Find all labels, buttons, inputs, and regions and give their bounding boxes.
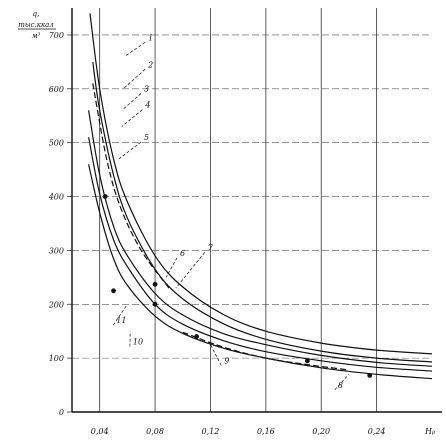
curve-label-1: 1 (148, 33, 153, 42)
data-point-3 (111, 288, 116, 294)
leader-7 (175, 252, 205, 289)
curve-2 (92, 61, 433, 363)
y-tick-label-0: 0 (59, 408, 64, 417)
leader-4 (121, 109, 143, 127)
y-tick-label-6: 600 (49, 85, 64, 94)
leader-1 (124, 42, 146, 57)
curve-label-4: 4 (144, 101, 150, 110)
curve-5 (88, 164, 433, 380)
curve-label-7: 7 (208, 243, 214, 252)
markers (102, 194, 373, 378)
grid (67, 8, 442, 413)
leader-11 (113, 304, 128, 326)
curve-label-11: 11 (116, 316, 126, 325)
data-point-4 (194, 334, 200, 339)
curve-1 (89, 13, 433, 355)
curve-4 (88, 137, 433, 372)
data-point-6 (304, 358, 310, 364)
y-tick-label-3: 300 (49, 246, 64, 255)
curve-label-3: 3 (144, 84, 149, 93)
curve-label-2: 2 (147, 60, 153, 69)
curve-3 (88, 110, 433, 367)
x-tick-label-2: 0,12 (202, 427, 220, 436)
y-tick-label-5: 500 (49, 139, 64, 148)
y-tick-label-1: 100 (49, 354, 64, 363)
dashed-curve-lower (182, 331, 349, 371)
x-tick-label-1: 0,08 (146, 427, 164, 436)
leader-8 (334, 374, 350, 390)
y-tick-label-4: 400 (48, 193, 64, 202)
leader-9 (210, 344, 222, 366)
y-axis-label-unit-bottom: м³ (32, 32, 41, 40)
x-tick-label-3: 0,16 (257, 427, 275, 436)
dashed-curve-upper (92, 83, 170, 289)
curve-label-10: 10 (133, 338, 143, 347)
curves (88, 13, 433, 380)
data-point-0 (102, 194, 108, 199)
leader-6 (165, 257, 178, 278)
curve-label-6: 6 (180, 249, 185, 258)
leader-5 (118, 141, 142, 160)
leader-2 (122, 68, 146, 90)
leader-3 (121, 93, 142, 111)
curve-label-8: 8 (338, 381, 343, 390)
x-tick-label-0: 0,04 (91, 427, 109, 436)
y-axis-label-symbol: q, (33, 10, 40, 18)
x-axis-label: Hᵦ (424, 427, 435, 436)
curve-label-9: 9 (224, 357, 229, 366)
y-tick-label-2: 200 (48, 300, 64, 309)
data-point-2 (152, 301, 158, 307)
data-point-1 (152, 281, 158, 287)
y-tick-label-7: 700 (49, 31, 64, 40)
data-point-5 (367, 372, 373, 378)
labels: 0,04 0,08 0,12 0,16 0,20 0,24 0 100 200 300 400 500… (18, 10, 435, 436)
y-axis-label-unit-top: тыс.ккал (18, 21, 53, 29)
curve-label-5: 5 (144, 133, 149, 142)
x-tick-label-5: 0,24 (368, 427, 386, 436)
x-tick-label-4: 0,20 (312, 427, 330, 436)
